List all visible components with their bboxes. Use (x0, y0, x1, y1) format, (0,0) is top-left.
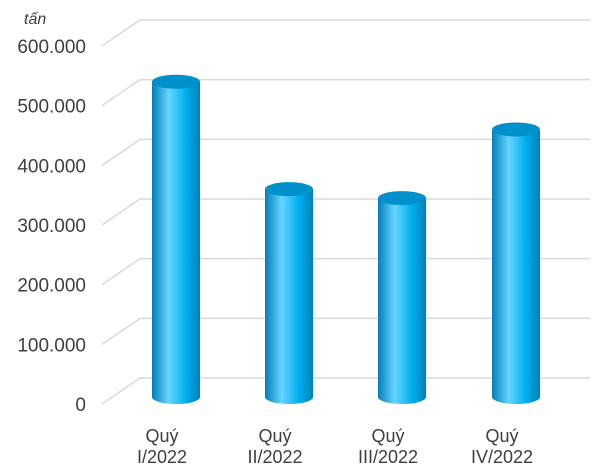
gridline (101, 317, 590, 345)
y-tick-label: 500.000 (17, 97, 86, 118)
gridline (101, 198, 590, 226)
x-tick-label: Quý (371, 426, 404, 446)
gridline (101, 377, 590, 405)
bar-top (265, 182, 313, 197)
gridline (101, 257, 590, 286)
bar-body (492, 129, 540, 404)
y-tick-label: 100.000 (17, 335, 86, 356)
x-tick-label: Quý (485, 426, 518, 446)
grid-lines (101, 19, 590, 405)
bar-top (378, 191, 426, 206)
gridline (101, 138, 590, 166)
x-tick-label: I/2022 (137, 447, 187, 467)
bar-top (492, 122, 540, 137)
x-tick-label: Quý (258, 426, 291, 446)
y-tick-label: 600.000 (17, 37, 86, 58)
bar (378, 191, 426, 404)
bar-body (152, 81, 200, 404)
bar-top (152, 74, 200, 89)
unit-label: tấn (24, 11, 46, 28)
y-tick-label: 300.000 (17, 216, 86, 237)
bar-body (378, 198, 426, 404)
bar-body (265, 189, 313, 404)
bar (492, 122, 540, 404)
gridline (101, 78, 590, 107)
x-tick-label: IV/2022 (471, 447, 533, 467)
y-tick-label: 200.000 (17, 276, 86, 297)
y-tick-label: 400.000 (17, 156, 86, 177)
x-tick-label: III/2022 (358, 447, 418, 467)
y-tick-label: 0 (75, 395, 86, 416)
y-axis: 0 100.000 200.000 300.000 400.000 500.000 600.… (17, 37, 86, 416)
x-tick-label: Quý (145, 426, 178, 446)
gridline (101, 19, 590, 47)
bar (265, 182, 313, 404)
x-tick-label: II/2022 (247, 447, 302, 467)
bar (152, 74, 200, 404)
bars (152, 74, 540, 404)
